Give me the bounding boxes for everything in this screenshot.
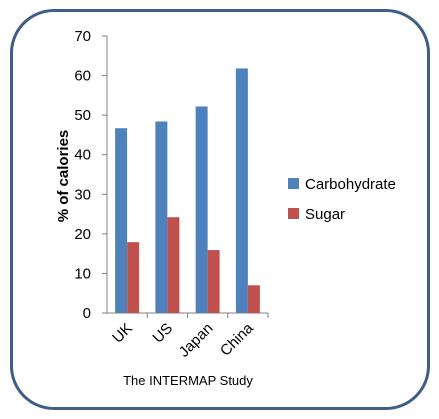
x-tick-label: UK xyxy=(109,320,136,347)
legend-swatch-sugar xyxy=(288,208,299,219)
y-tick-label: 30 xyxy=(74,186,91,203)
y-tick-label: 50 xyxy=(74,107,91,124)
bar-sugar-japan xyxy=(207,250,220,313)
legend-swatch-carbohydrate xyxy=(288,178,299,189)
y-tick-label: 60 xyxy=(74,68,91,85)
x-axis-ticks: UK US Japan China xyxy=(109,313,269,361)
y-tick-label: 40 xyxy=(74,147,91,164)
legend: Carbohydrate Sugar xyxy=(288,176,396,223)
bar-carbohydrate-uk xyxy=(115,128,128,313)
bar-carbohydrate-japan xyxy=(195,106,208,314)
x-axis-label: The INTERMAP Study xyxy=(123,373,253,388)
x-tick-label: US xyxy=(149,320,176,347)
y-axis-label: % of calories xyxy=(55,130,72,223)
y-tick-label: 20 xyxy=(74,226,91,243)
bars xyxy=(115,68,260,314)
bar-carbohydrate-us xyxy=(155,121,168,313)
chart-card xyxy=(10,9,430,410)
x-tick-label: Japan xyxy=(176,320,217,361)
legend-label-sugar: Sugar xyxy=(305,206,345,223)
y-tick-label: 70 xyxy=(74,28,91,45)
bar-sugar-uk xyxy=(127,242,140,313)
y-tick-label: 0 xyxy=(83,305,91,322)
y-axis-ticks: 0 10 20 30 40 50 60 70 xyxy=(74,28,107,322)
legend-label-carbohydrate: Carbohydrate xyxy=(305,176,396,193)
x-tick-label: China xyxy=(217,319,257,359)
bar-sugar-china xyxy=(247,285,260,313)
bar-sugar-us xyxy=(167,217,180,313)
bar-carbohydrate-china xyxy=(235,68,248,313)
y-tick-label: 10 xyxy=(74,265,91,282)
